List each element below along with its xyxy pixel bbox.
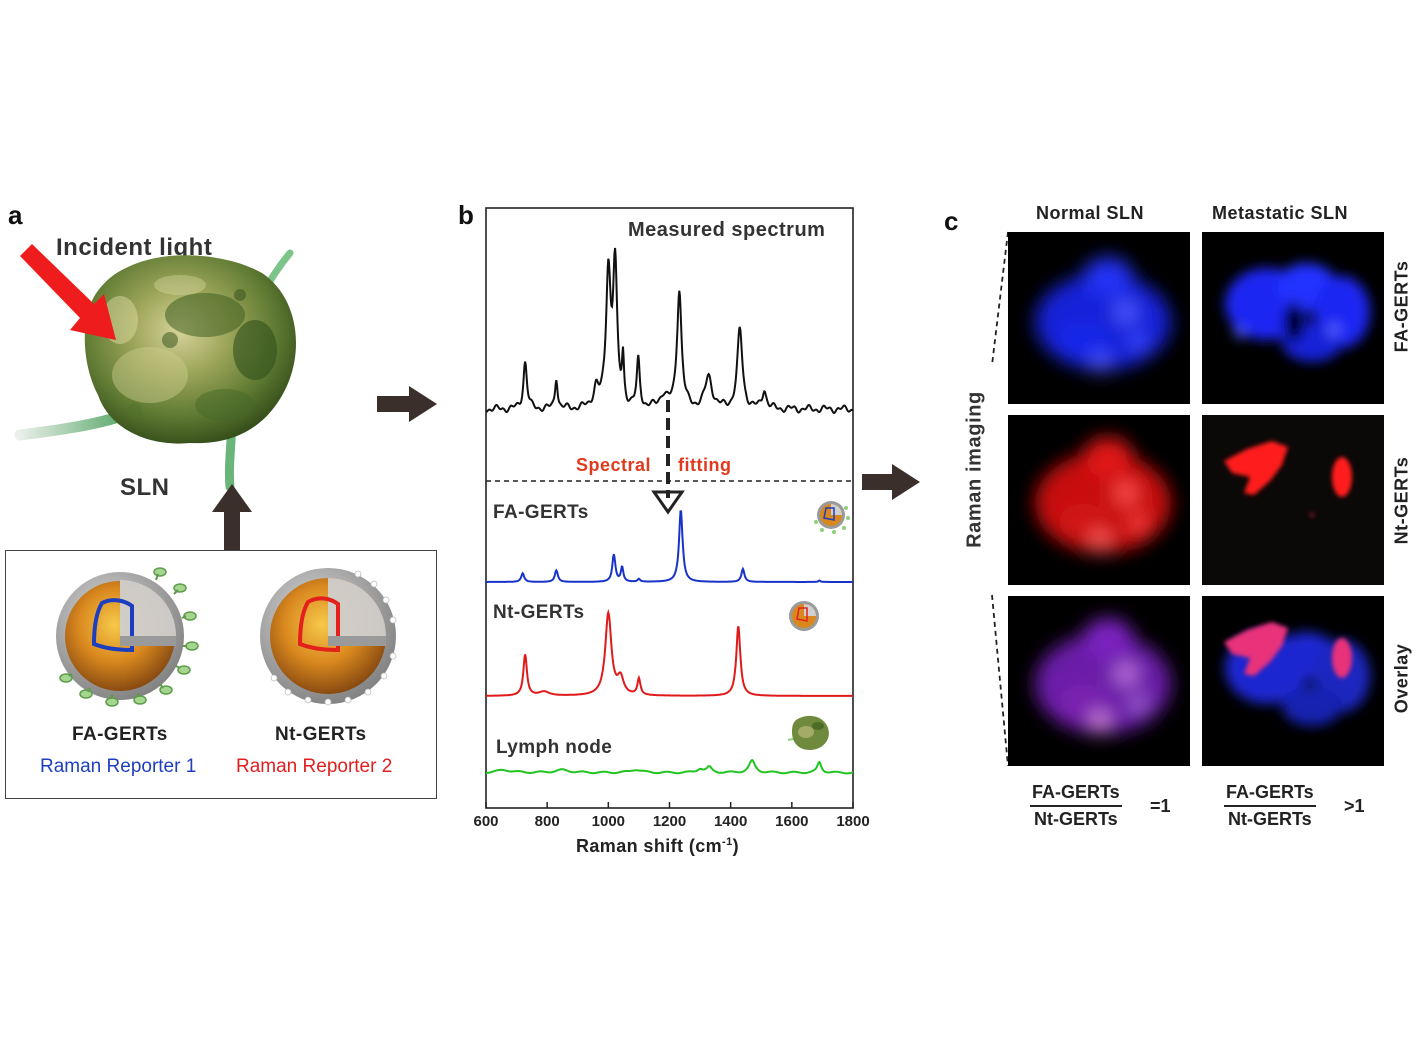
image-normal-nt-gerts bbox=[1008, 415, 1190, 585]
particle-2-reporter: Raman Reporter 2 bbox=[236, 756, 393, 777]
image-normal-overlay bbox=[1008, 596, 1190, 766]
right-arrow-icon-b bbox=[862, 464, 920, 500]
fa-gerts-thumb-icon bbox=[814, 501, 850, 534]
row-label-nt-gerts: Nt-GERTs bbox=[1391, 456, 1412, 545]
image-metastatic-nt-gerts bbox=[1202, 415, 1384, 585]
particle-2-name: Nt-GERTs bbox=[275, 724, 367, 745]
panel-c-letter: c bbox=[944, 206, 959, 236]
lymph-node-thumb-icon bbox=[787, 715, 829, 750]
panel-b-letter: b bbox=[458, 200, 474, 230]
incident-light-arrow bbox=[20, 244, 116, 340]
spectra-chart: 600 800 1000 1200 1400 1600 1800 bbox=[473, 207, 870, 830]
ratio-normal-numerator: FA-GERTs bbox=[1030, 782, 1122, 807]
image-metastatic-fa-gerts bbox=[1202, 232, 1384, 404]
spectrum-line-lymph-node bbox=[485, 758, 854, 775]
spectrum-line-measured-spectrum bbox=[485, 247, 854, 415]
x-axis-label-sup: -1 bbox=[722, 836, 733, 848]
nt-gerts-particle-illustration bbox=[260, 568, 397, 706]
x-tick-label: 600 bbox=[473, 813, 498, 830]
fitting-label-1: Spectral bbox=[576, 455, 652, 475]
trace-label-lymph-node: Lymph node bbox=[496, 737, 613, 758]
x-tick-label: 1000 bbox=[592, 813, 625, 830]
fa-gerts-particle-illustration bbox=[56, 567, 199, 707]
particle-1-name: FA-GERTs bbox=[72, 724, 168, 745]
column-title-normal: Normal SLN bbox=[1036, 203, 1145, 223]
particle-1-reporter: Raman Reporter 1 bbox=[40, 756, 197, 777]
x-axis-label-close: ) bbox=[732, 836, 740, 856]
row-label-overlay: Overlay bbox=[1391, 643, 1412, 714]
ratio-metastatic-relation: >1 bbox=[1344, 796, 1365, 816]
raman-imaging-bracket bbox=[991, 231, 1009, 767]
x-tick-label: 1800 bbox=[836, 813, 869, 830]
x-axis-label: Raman shift (cm-1) bbox=[576, 836, 739, 857]
sln-label: SLN bbox=[120, 474, 170, 501]
x-axis-label-text: Raman shift (cm bbox=[576, 836, 723, 856]
column-title-metastatic: Metastatic SLN bbox=[1212, 203, 1349, 223]
spectrum-line-fa-gerts bbox=[486, 510, 853, 583]
x-tick-label: 1600 bbox=[775, 813, 808, 830]
trace-label-fa-gerts: FA-GERTs bbox=[493, 502, 589, 523]
lymph-node-illustration bbox=[14, 249, 297, 492]
ratio-metastatic: FA-GERTs Nt-GERTs bbox=[1224, 782, 1316, 830]
image-normal-fa-gerts bbox=[1008, 232, 1190, 404]
trace-label-nt-gerts: Nt-GERTs bbox=[493, 602, 585, 623]
ratio-metastatic-denominator: Nt-GERTs bbox=[1228, 809, 1312, 829]
raman-imaging-label: Raman imaging bbox=[963, 391, 986, 548]
ratio-normal-relation: =1 bbox=[1150, 796, 1171, 816]
nanoparticle-box bbox=[5, 550, 437, 799]
panel-a-letter: a bbox=[8, 200, 23, 230]
right-arrow-icon-a bbox=[377, 386, 437, 422]
ratio-metastatic-numerator: FA-GERTs bbox=[1224, 782, 1316, 807]
fitting-label-2: fitting bbox=[678, 455, 732, 475]
row-label-fa-gerts: FA-GERTs bbox=[1391, 260, 1412, 353]
ratio-normal: FA-GERTs Nt-GERTs bbox=[1030, 782, 1122, 830]
spectrum-line-nt-gerts bbox=[486, 608, 853, 697]
up-arrow-icon bbox=[212, 484, 252, 550]
x-tick-label: 800 bbox=[535, 813, 560, 830]
x-tick-label: 1200 bbox=[653, 813, 686, 830]
measured-spectrum-label: Measured spectrum bbox=[628, 219, 826, 241]
ratio-normal-denominator: Nt-GERTs bbox=[1034, 809, 1118, 829]
nt-gerts-thumb-icon bbox=[789, 601, 819, 631]
image-metastatic-overlay bbox=[1202, 596, 1384, 766]
x-tick-label: 1400 bbox=[714, 813, 747, 830]
